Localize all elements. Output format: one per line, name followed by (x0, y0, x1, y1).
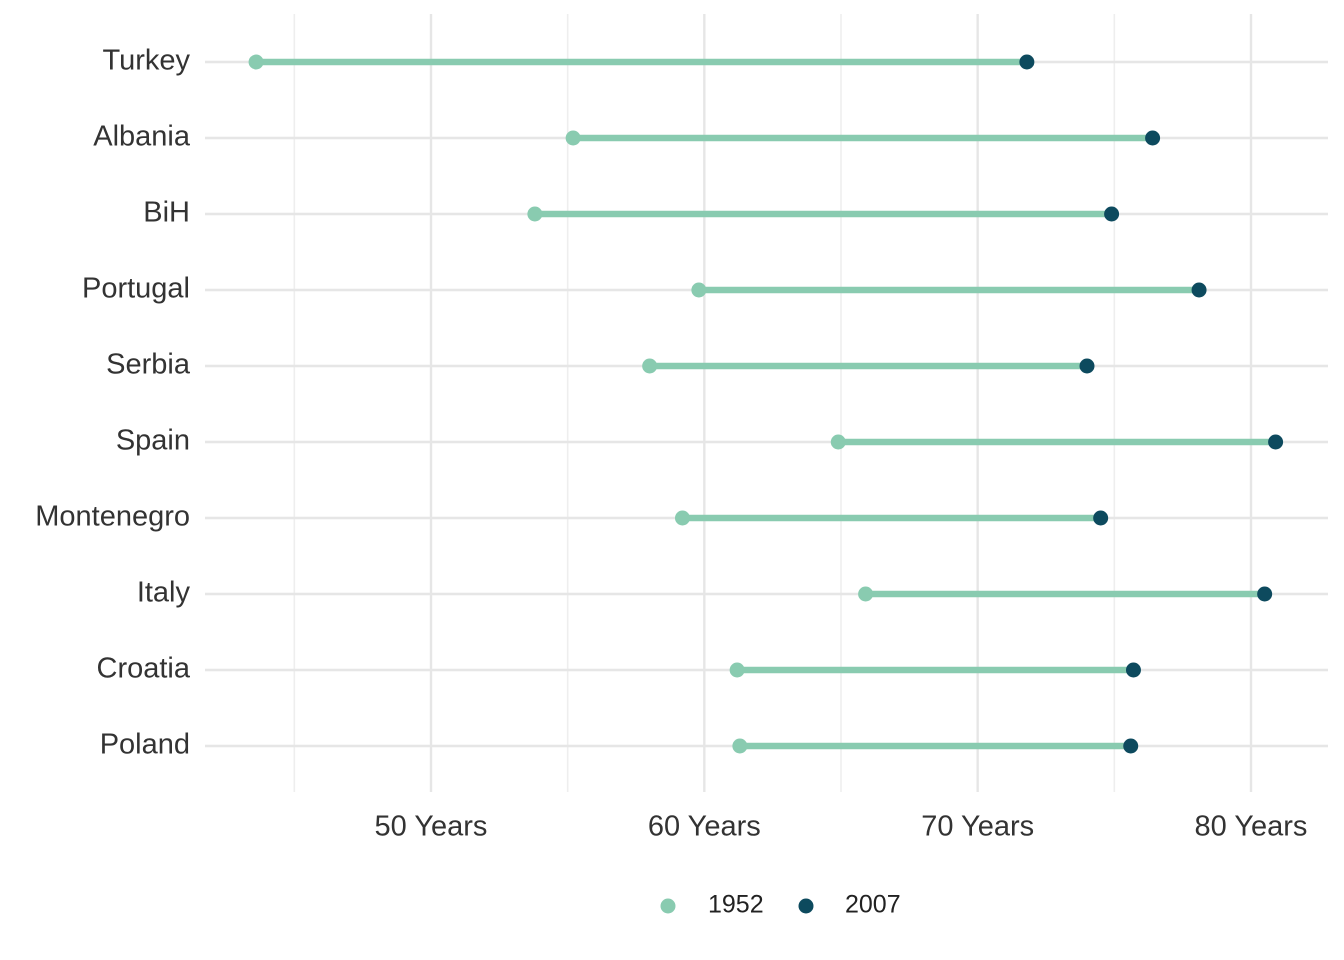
point-1952-croatia (729, 662, 745, 678)
legend-label-1952: 1952 (708, 891, 764, 919)
point-2007-montenegro (1093, 510, 1109, 526)
y-tick-label: Croatia (97, 653, 191, 685)
legend-key-1952 (660, 898, 676, 914)
point-1952-bih (527, 206, 543, 222)
x-tick-label: 60 Years (648, 811, 761, 843)
y-tick-label: Poland (100, 729, 190, 761)
legend-key-2007 (798, 898, 814, 914)
x-axis-labels: 50 Years 60 Years 70 Years 80 Years (375, 811, 1308, 843)
point-2007-albania (1145, 130, 1161, 146)
point-2007-croatia (1125, 662, 1141, 678)
point-1952-poland (732, 738, 748, 754)
legend-label-2007: 2007 (845, 891, 901, 919)
point-2007-turkey (1019, 54, 1035, 70)
point-1952-spain (830, 434, 846, 450)
y-axis-labels: Turkey Albania BiH Portugal Serbia Spain Monte… (35, 45, 191, 761)
y-tick-label: Serbia (106, 349, 191, 381)
y-tick-label: Albania (93, 121, 191, 153)
point-1952-turkey (248, 54, 264, 70)
point-1952-italy (858, 586, 874, 602)
y-tick-label: Portugal (82, 273, 190, 305)
point-2007-portugal (1191, 282, 1207, 298)
y-tick-label: Turkey (102, 45, 190, 77)
point-2007-serbia (1079, 358, 1095, 374)
point-2007-bih (1104, 206, 1120, 222)
point-2007-poland (1123, 738, 1139, 754)
x-tick-label: 70 Years (921, 811, 1034, 843)
y-tick-label: Spain (116, 425, 190, 457)
point-1952-portugal (691, 282, 707, 298)
segments-layer (256, 58, 1276, 750)
y-tick-label: Italy (137, 577, 191, 609)
points-layer (248, 54, 1284, 754)
y-tick-label: BiH (143, 197, 190, 229)
point-1952-serbia (642, 358, 658, 374)
point-1952-albania (565, 130, 581, 146)
point-2007-italy (1257, 586, 1273, 602)
grid-layer (205, 14, 1328, 792)
x-tick-label: 50 Years (375, 811, 488, 843)
y-tick-label: Montenegro (35, 501, 190, 533)
x-tick-label: 80 Years (1195, 811, 1308, 843)
point-2007-spain (1268, 434, 1284, 450)
point-1952-montenegro (674, 510, 690, 526)
legend: 1952 2007 (660, 891, 901, 919)
